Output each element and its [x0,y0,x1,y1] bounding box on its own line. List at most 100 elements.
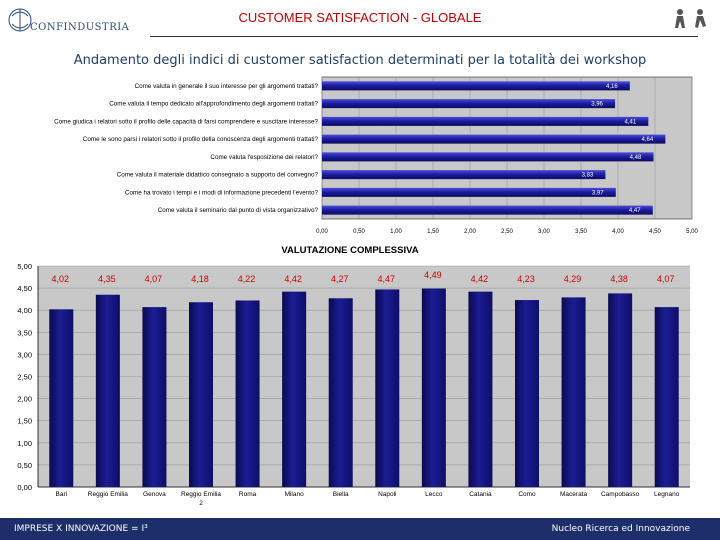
vertical-bar-chart: VALUTAZIONE COMPLESSIVA 0,00 0,50 1,00 1,50 2… [17,245,690,507]
vchart-y-tick-label: 5,00 [17,262,32,271]
vchart-category-label: Macerata [560,491,587,498]
hchart-x-tick-label: 2,50 [501,229,513,235]
hchart-category-label: Come giudica i relatori sotto il profilo… [54,118,318,125]
hchart-bar [322,81,630,91]
vchart-y-tick-label: 0,50 [17,461,32,470]
hchart-value-label: 3,97 [592,190,604,196]
vchart-y-tick-label: 1,50 [17,417,32,426]
hchart-x-tick-label: 0,50 [353,229,365,235]
hchart-bar [322,187,616,197]
hchart-category-label: Come valuta l'esposizione dei relatori? [210,154,318,161]
vchart-value-label: 4,42 [471,274,489,284]
vchart-category-label: Biella [333,491,349,498]
vchart-bar [421,288,446,487]
vchart-bar [95,294,120,487]
hchart-x-tick-label: 1,50 [427,229,439,235]
vchart-bar [282,291,307,487]
vchart-value-label: 4,49 [424,270,442,280]
vchart-value-label: 4,42 [284,274,302,284]
vchart-category-label: Roma [239,491,257,498]
hchart-bar [322,205,653,215]
hchart-x-tick-label: 1,00 [390,229,402,235]
vchart-title: VALUTAZIONE COMPLESSIVA [281,245,418,256]
footer-left-text: IMPRESE X INNOVAZIONE = I³ [14,524,148,534]
confindustria-logo [8,8,32,32]
hchart-x-tick-label: 3,00 [538,229,550,235]
vchart-value-label: 4,07 [657,274,675,284]
vchart-category-label: Reggio Emilia 2 [181,491,221,507]
title-divider [150,36,698,37]
figures-decoration-icon [675,9,706,28]
vchart-category-label: Reggio Emilia [88,491,128,498]
hchart-bar [322,99,616,109]
vchart-bar [654,307,679,487]
vchart-value-label: 4,02 [52,274,70,284]
vchart-value-label: 4,18 [191,274,209,284]
logo-text: CONFINDUSTRIA [30,22,130,33]
vchart-bar [468,291,493,487]
hchart-value-label: 4,48 [630,155,642,161]
vchart-value-label: 4,38 [610,274,628,284]
page-title: CUSTOMER SATISFACTION - GLOBALE [238,10,482,25]
hchart-category-label: Come valuta il seminario dal punto di vi… [158,207,319,214]
vchart-category-label: Campobasso [601,491,640,498]
vchart-value-label: 4,23 [517,274,535,284]
vchart-bar [515,300,539,487]
chart-subtitle: Andamento degli indici di customer satis… [73,53,647,68]
vchart-category-label: Como [518,491,536,498]
vchart-y-tick-label: 3,00 [17,350,32,359]
vchart-bar [49,309,74,487]
hchart-x-tick-label: 5,00 [686,229,698,235]
vchart-category-label: Milano [285,491,305,498]
vchart-value-label: 4,29 [564,274,582,284]
hchart-x-tick-label: 4,50 [649,229,661,235]
vchart-value-label: 4,35 [98,274,116,284]
hchart-category-label: Come ha trovato i tempi e i modi di info… [125,189,319,196]
hchart-category-label: Come valuta il tempo dedicato all'approf… [109,101,318,108]
vchart-category-label: Napoli [378,491,396,498]
hchart-value-label: 3,83 [582,173,594,179]
hchart-bar [322,170,606,180]
vchart-bar [235,300,260,487]
footer-right-text: Nucleo Ricerca ed Innovazione [551,524,690,534]
vchart-bar [375,289,400,487]
vchart-y-tick-label: 3,50 [17,328,32,337]
vchart-value-label: 4,27 [331,274,349,284]
vchart-y-tick-label: 4,50 [17,284,32,293]
hchart-category-label: Come le sono parsi i relatori sotto il p… [83,136,319,143]
vchart-category-label: Lecco [425,491,443,498]
hchart-category-label: Come valuta il materiale didattico conse… [117,172,319,179]
hchart-x-tick-label: 4,00 [612,229,624,235]
hchart-category-label: Come valuta in generale il suo interesse… [135,83,319,90]
vchart-bar [328,298,353,487]
vchart-y-tick-label: 2,00 [17,395,32,404]
vchart-y-tick-label: 1,00 [17,439,32,448]
vchart-bar [142,307,167,487]
vchart-y-tick-label: 0,00 [17,483,32,492]
hchart-x-tick-label: 0,00 [316,229,328,235]
hchart-x-tick-label: 2,00 [464,229,476,235]
vchart-value-label: 4,22 [238,274,256,284]
vchart-bar [608,293,633,487]
vchart-bar [189,302,213,487]
hchart-value-label: 4,16 [606,84,618,90]
vchart-value-label: 4,47 [378,274,396,284]
vchart-category-label: Catania [469,491,492,498]
hchart-value-label: 4,41 [624,119,636,125]
vchart-y-tick-label: 2,50 [17,373,32,382]
hchart-bar [322,116,649,126]
vchart-category-label: Genova [143,491,166,498]
hchart-value-label: 4,64 [642,137,654,143]
charts-canvas: 0,00 0,50 1,00 1,50 2,00 2,50 3,00 3,50 4,00 4,50… [17,76,698,507]
hchart-bar [322,134,666,144]
vchart-y-tick-label: 4,00 [17,306,32,315]
hchart-value-label: 4,47 [629,208,641,214]
vchart-category-label: Legnano [654,491,680,498]
vchart-value-label: 4,07 [145,274,163,284]
hchart-x-tick-label: 3,50 [575,229,587,235]
vchart-category-label: Bari [56,491,68,498]
hchart-bar [322,152,654,162]
footer-bar: IMPRESE X INNOVAZIONE = I³ Nucleo Ricerc… [0,518,720,540]
hchart-value-label: 3,96 [591,102,603,108]
vchart-bar [561,297,586,487]
